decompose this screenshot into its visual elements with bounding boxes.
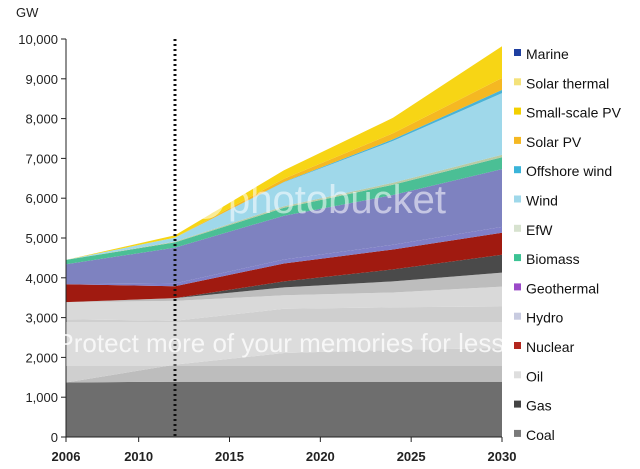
x-axis: 2006 2010 2015 2020 2025 2030 [52, 436, 517, 464]
y-tick-label: 7,000 [25, 151, 58, 166]
legend-label: Nuclear [526, 339, 575, 355]
legend-label: Hydro [526, 310, 564, 326]
x-tick-label: 2030 [488, 449, 517, 464]
area-hydro [66, 272, 502, 303]
x-tick-label: 2020 [306, 449, 335, 464]
legend-swatch [514, 224, 521, 232]
y-tick-label: 6,000 [25, 191, 58, 206]
watermark-banner-text: Protect more of your memories for less! [56, 328, 511, 358]
y-tick-label: 10,000 [18, 32, 58, 47]
y-tick-label: 1,000 [25, 390, 58, 405]
legend-label: Small-scale PV [526, 105, 622, 121]
x-tick-label: 2025 [397, 449, 426, 464]
legend-swatch [514, 136, 521, 144]
legend-swatch [514, 371, 521, 379]
legend-label: Coal [526, 427, 555, 443]
watermark-logo [186, 181, 224, 219]
x-tick-label: 2010 [124, 449, 153, 464]
legend-swatch [514, 195, 521, 203]
area-biomass [66, 232, 502, 303]
legend-swatch [514, 400, 521, 408]
y-tick-label: 9,000 [25, 72, 58, 87]
area-offshore-wind [66, 157, 502, 265]
legend-label: Biomass [526, 251, 580, 267]
y-tick-label: 8,000 [25, 112, 58, 127]
legend-label: Wind [526, 193, 558, 209]
legend-swatch [514, 78, 521, 86]
legend-swatch [514, 254, 521, 262]
legend-label: Geothermal [526, 280, 599, 296]
area-geothermal [66, 254, 502, 303]
y-tick-label: 0 [51, 430, 58, 445]
legend-swatch [514, 312, 521, 320]
y-tick-label: 4,000 [25, 271, 58, 286]
legend-swatch [514, 429, 521, 437]
legend-label: EfW [526, 222, 553, 238]
legend-label: Solar PV [526, 134, 582, 150]
y-axis: 0 1,000 2,000 3,000 4,000 5,000 6,000 7,000 8,00… [18, 32, 67, 445]
legend-swatch [514, 283, 521, 291]
x-tick-label: 2015 [215, 449, 244, 464]
area-coal [66, 381, 502, 437]
y-tick-label: 3,000 [25, 311, 58, 326]
legend-label: Offshore wind [526, 163, 612, 179]
area-solar-pv [66, 154, 502, 260]
watermark: photobucket Protect more of your memorie… [56, 178, 512, 366]
y-tick-label: 5,000 [25, 231, 58, 246]
y-tick-label: 2,000 [25, 350, 58, 365]
legend-label: Gas [526, 398, 552, 414]
legend-label: Oil [526, 368, 543, 384]
x-tick-label: 2006 [52, 449, 81, 464]
area-gas [66, 348, 502, 383]
legend-swatch [514, 49, 521, 56]
area-nuclear [66, 286, 502, 321]
area-small-scale-pv [66, 93, 502, 260]
watermark-banner [66, 322, 502, 366]
legend-swatch [514, 166, 521, 174]
legend-label: Solar thermal [526, 75, 609, 91]
y-unit-label: GW [16, 5, 39, 20]
legend: Marine Solar thermal Small-scale PV Solar P… [514, 46, 622, 443]
watermark-logo-text: photobucket [228, 178, 446, 222]
legend-swatch [514, 107, 521, 115]
legend-label: Marine [526, 46, 569, 62]
legend-swatch [514, 342, 521, 349]
